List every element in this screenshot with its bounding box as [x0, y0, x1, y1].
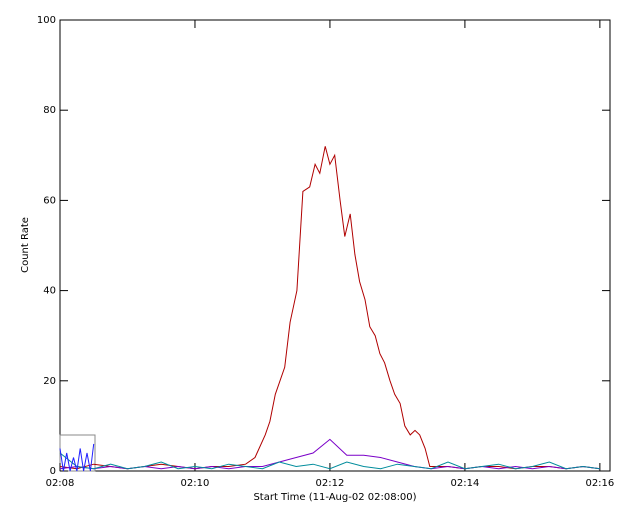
series-line — [59, 452, 600, 470]
x-axis-label: Start Time (11-Aug-02 02:08:00) — [253, 492, 416, 503]
x-tick-label: 02:10 — [181, 478, 210, 489]
plot-frame — [59, 19, 611, 472]
y-tick-label: 80 — [43, 105, 56, 116]
x-tick-label: 02:14 — [450, 478, 479, 489]
y-tick-label: 100 — [37, 15, 56, 26]
y-tick-label: 0 — [50, 466, 56, 477]
y-tick-label: 60 — [43, 195, 56, 206]
y-tick-label: 40 — [43, 286, 56, 297]
series-line — [59, 443, 95, 472]
x-tick-label: 02:08 — [46, 478, 75, 489]
y-tick-label: 20 — [43, 376, 56, 387]
x-tick-label: 02:16 — [585, 478, 614, 489]
y-axis-label: Count Rate — [20, 217, 31, 273]
x-tick-label: 02:12 — [316, 478, 345, 489]
